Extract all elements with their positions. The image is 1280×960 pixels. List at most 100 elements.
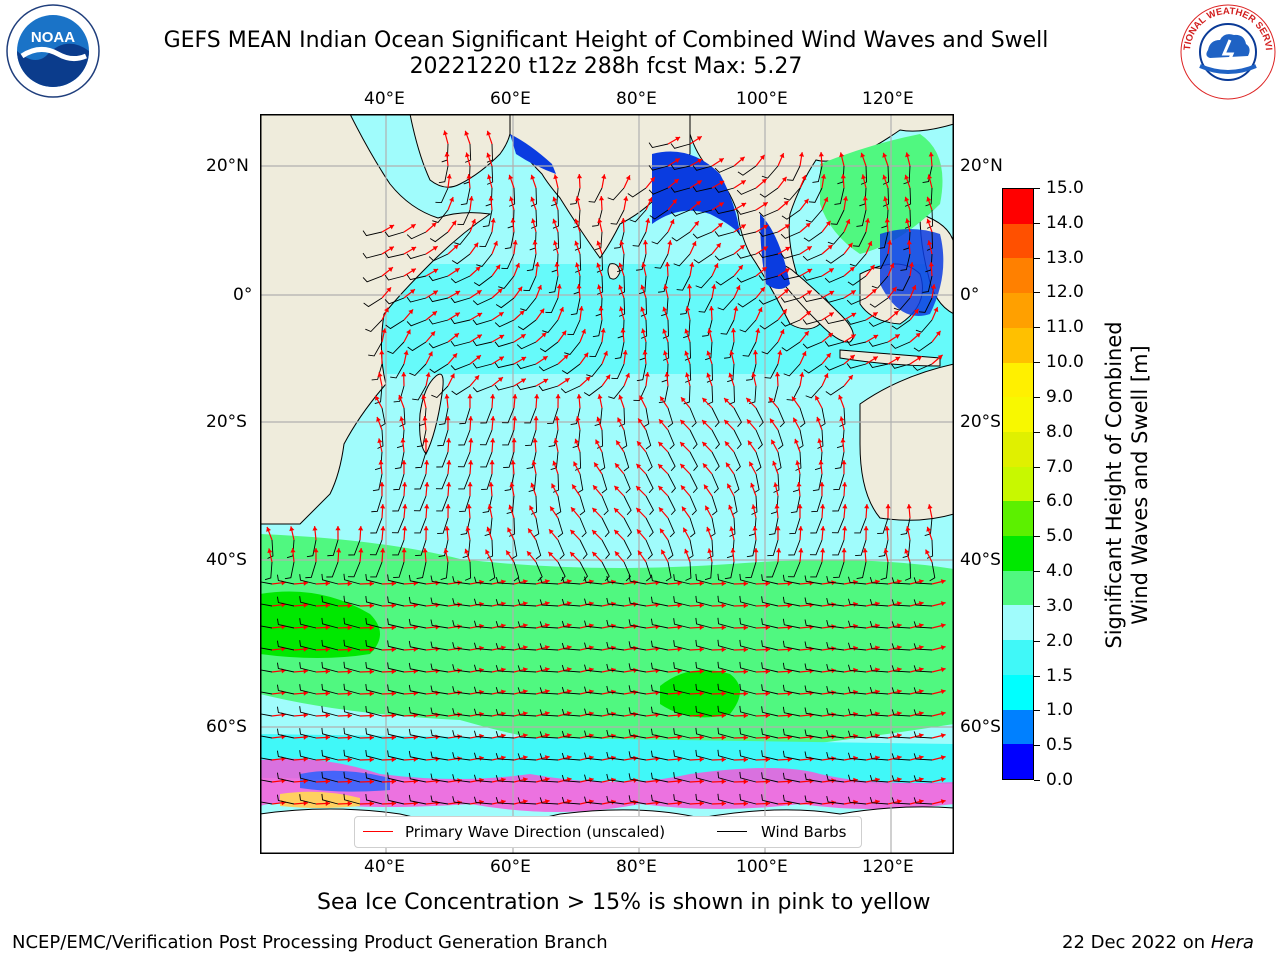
wind-barb xyxy=(645,429,652,450)
wind-barb xyxy=(501,407,515,424)
wind-barb xyxy=(299,750,317,761)
wind-barb xyxy=(758,297,779,305)
wind-barb xyxy=(517,753,537,761)
wave-direction-arrowhead xyxy=(487,174,492,180)
wind-barb xyxy=(739,595,757,607)
wind-barb xyxy=(299,618,317,629)
wind-barb xyxy=(548,429,559,447)
wave-direction-arrowhead xyxy=(796,482,802,487)
wave-direction-arrowhead xyxy=(840,174,846,179)
colorbar-tick-label: 4.0 xyxy=(1046,561,1074,582)
wind-barb xyxy=(584,752,603,761)
wind-barb xyxy=(846,363,867,369)
wave-direction-arrowhead xyxy=(421,394,427,400)
wave-direction-arrowhead xyxy=(379,350,385,355)
wave-direction-arrowhead xyxy=(940,645,946,651)
wave-direction-arrowhead xyxy=(793,417,798,423)
wave-direction-arrowhead xyxy=(515,262,520,268)
wave-direction-arrowhead xyxy=(444,152,450,157)
wind-barb xyxy=(826,620,845,629)
wind-barb xyxy=(517,665,537,673)
wave-direction-arrowhead xyxy=(564,378,570,383)
wind-barb xyxy=(891,621,911,629)
wave-direction-arrowhead xyxy=(842,196,849,201)
lat-tick-left-3: 20°S xyxy=(206,412,247,432)
wind-barb xyxy=(891,643,911,651)
wave-direction-arrowhead xyxy=(798,548,804,553)
wind-barb xyxy=(428,318,449,325)
wave-direction-arrowhead xyxy=(906,504,912,509)
colorbar-tick-label: 10.0 xyxy=(1046,352,1084,373)
colorbar-title: Significant Height of Combined Wind Wave… xyxy=(1101,225,1153,745)
wind-barb xyxy=(695,793,713,805)
wave-direction-arrowhead xyxy=(556,284,562,289)
wave-direction-arrowhead xyxy=(926,218,932,224)
wind-barb xyxy=(618,275,625,295)
wave-direction-arrowhead xyxy=(684,350,690,356)
wind-barb xyxy=(650,772,669,783)
wind-barb xyxy=(834,451,845,470)
wind-barb xyxy=(415,451,427,469)
wave-direction-arrowhead xyxy=(446,460,452,465)
wave-direction-arrowhead xyxy=(735,285,741,291)
lat-tick-left-2: 0° xyxy=(233,285,253,305)
wave-direction-arrowhead xyxy=(779,153,785,159)
wind-barb xyxy=(802,296,823,303)
wave-direction-arrowhead xyxy=(743,801,748,807)
wind-barb xyxy=(379,407,386,428)
wave-direction-arrowhead xyxy=(379,482,385,487)
wave-direction-arrowhead xyxy=(336,548,342,553)
wave-direction-arrowhead xyxy=(702,420,707,425)
wave-direction-arrowhead xyxy=(454,312,460,318)
colorbar-tick-label: 2.0 xyxy=(1046,630,1074,651)
wind-barb xyxy=(847,275,867,286)
wave-direction-arrowhead xyxy=(369,603,374,609)
wind-barb xyxy=(592,209,603,227)
wind-barb xyxy=(486,143,493,163)
wind-barb xyxy=(552,209,559,229)
wave-direction-arrowhead xyxy=(940,799,946,805)
wave-direction-arrowhead xyxy=(752,526,758,531)
colorbar-band xyxy=(1003,501,1033,537)
wave-direction-arrowhead xyxy=(554,262,560,267)
wind-barb xyxy=(321,705,339,717)
wave-direction-arrowhead xyxy=(347,757,352,763)
wind-barb xyxy=(408,596,427,607)
colorbar-tick-mark xyxy=(1034,396,1040,398)
wind-barb xyxy=(495,687,515,695)
wind-barb xyxy=(855,539,867,557)
wind-barb xyxy=(393,385,405,403)
wind-barb xyxy=(387,794,405,805)
wind-barb xyxy=(539,665,559,673)
wave-direction-arrowhead xyxy=(765,757,770,763)
wind-barb xyxy=(695,749,713,761)
wind-barb xyxy=(824,297,845,303)
wave-direction-arrowhead xyxy=(553,240,558,246)
wind-barb xyxy=(428,275,449,282)
wave-direction-arrowhead xyxy=(805,222,811,228)
wave-direction-arrowhead xyxy=(862,548,868,553)
wind-barb xyxy=(592,319,603,338)
lon-tick-bottom-3: 80°E xyxy=(616,857,657,877)
wave-direction-arrowhead xyxy=(375,395,380,401)
wind-barb xyxy=(557,561,566,582)
wave-direction-arrowhead xyxy=(749,461,754,467)
low-wave-andaman xyxy=(760,214,790,289)
wave-direction-arrowhead xyxy=(563,354,569,360)
wind-barb xyxy=(508,187,516,207)
wind-barb xyxy=(834,187,845,205)
wind-barb xyxy=(596,275,604,295)
wave-direction-arrowhead xyxy=(724,398,729,403)
wind-barb xyxy=(739,771,757,783)
wave-direction-arrowhead xyxy=(578,306,584,311)
wind-barb xyxy=(260,647,273,651)
wind-barb xyxy=(727,363,735,383)
wind-barb xyxy=(486,165,494,185)
wind-barb xyxy=(394,451,405,470)
wind-barb xyxy=(437,429,449,447)
wave-direction-arrowhead xyxy=(911,285,917,291)
wave-direction-arrowhead xyxy=(798,526,804,531)
wave-direction-arrowhead xyxy=(699,602,704,609)
wind-barb xyxy=(706,385,714,405)
wind-barb xyxy=(903,165,911,185)
